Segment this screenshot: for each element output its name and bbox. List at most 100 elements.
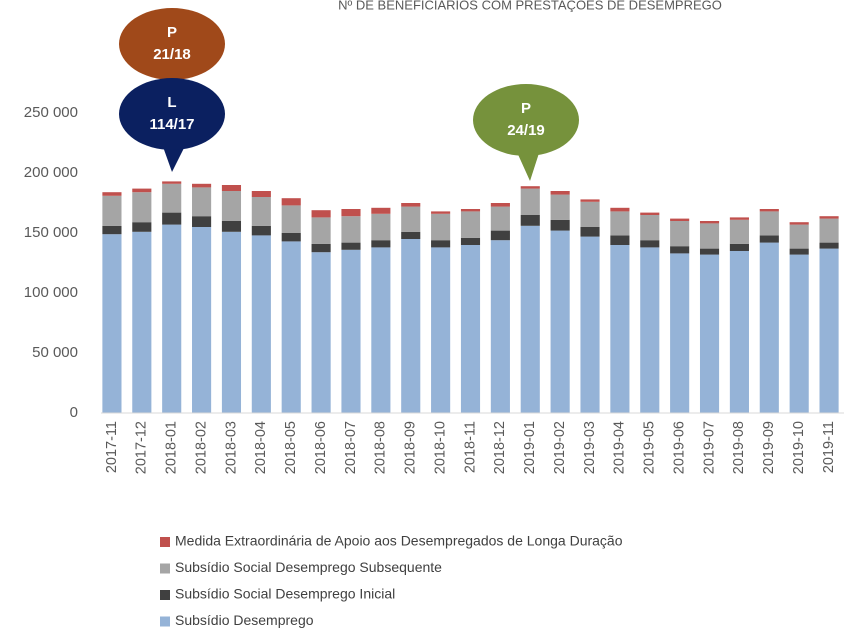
bar-segment: [729, 217, 749, 220]
bar-segment: [162, 224, 182, 413]
bar-segment: [311, 252, 331, 413]
bar-segment: [341, 242, 361, 250]
bar-segment: [729, 219, 749, 244]
bar-segment: [640, 247, 660, 413]
bar-segment: [670, 246, 690, 254]
legend-label: Subsídio Social Desemprego Inicial: [175, 586, 395, 602]
y-tick-label: 150 000: [24, 224, 78, 241]
bar-segment: [132, 188, 152, 193]
bar-segment: [640, 212, 660, 215]
x-tick-label: 2019-10: [791, 421, 807, 474]
bar-segment: [192, 187, 212, 217]
bar-segment: [789, 222, 809, 225]
bar-segment: [520, 225, 540, 413]
bar-segment: [102, 195, 122, 226]
bar-segment: [460, 211, 481, 238]
bar-segment: [789, 248, 809, 255]
bar-segment: [580, 227, 600, 237]
bar-segment: [550, 194, 570, 220]
bar-segment: [520, 186, 540, 189]
bar-segment: [281, 198, 301, 206]
bar-segment: [490, 240, 510, 413]
bar-segment: [759, 209, 779, 212]
bar-segment: [699, 221, 720, 224]
bar-segment: [819, 218, 839, 243]
x-tick-label: 2017-12: [134, 421, 150, 474]
bar-segment: [490, 230, 510, 241]
bar-segment: [490, 206, 510, 231]
bar-segment: [401, 206, 421, 232]
bar-segment: [729, 251, 749, 413]
bar-segment: [729, 243, 749, 251]
bar-segment: [640, 240, 660, 248]
x-tick-label: 2018-01: [164, 421, 180, 474]
callout-text: 24/19: [507, 122, 545, 139]
bar-segment: [281, 205, 301, 233]
bar-segment: [431, 240, 451, 248]
bar-segment: [102, 192, 122, 196]
bar-segment: [162, 183, 182, 213]
bar-segment: [490, 203, 510, 207]
y-tick-label: 250 000: [24, 104, 78, 121]
bar-segment: [580, 236, 600, 413]
callout-text: 114/17: [149, 116, 194, 133]
bar-segment: [431, 211, 451, 214]
bar-segment: [192, 227, 212, 413]
x-tick-label: 2018-05: [283, 421, 299, 474]
bar-segment: [819, 248, 839, 413]
x-tick-label: 2019-03: [582, 421, 598, 474]
bar-segment: [550, 219, 570, 231]
bar-segment: [251, 191, 271, 197]
x-tick-label: 2019-07: [701, 421, 717, 474]
legend-swatch: [160, 616, 170, 627]
bar-segment: [311, 243, 331, 253]
callout-tail: [162, 144, 186, 172]
bar-segment: [401, 239, 421, 413]
y-tick-label: 50 000: [32, 344, 78, 361]
bar-segment: [580, 201, 600, 227]
bar-segment: [192, 183, 212, 188]
bar-segment: [192, 216, 212, 227]
x-tick-label: 2018-04: [253, 421, 269, 474]
bar-segment: [460, 237, 481, 245]
bar-segment: [221, 231, 242, 413]
bar-segment: [341, 249, 361, 413]
bar-segment: [759, 242, 779, 413]
bar-segment: [132, 222, 152, 232]
x-tick-label: 2019-11: [821, 421, 837, 473]
bar-segment: [520, 215, 540, 226]
x-tick-label: 2018-03: [223, 421, 239, 474]
bar-segment: [520, 188, 540, 215]
bar-segment: [311, 210, 331, 218]
bar-segment: [251, 235, 271, 413]
x-tick-label: 2018-11: [462, 421, 478, 473]
bar-segment: [610, 211, 630, 236]
bar-segment: [460, 245, 481, 413]
bar-segment: [102, 234, 122, 413]
bar-segment: [281, 241, 301, 413]
x-tick-label: 2018-06: [313, 421, 329, 474]
bar-segment: [251, 225, 271, 236]
bar-segment: [132, 192, 152, 223]
bar-segment: [371, 207, 391, 214]
chart-title: Nº DE BENEFICIÁRIOS COM PRESTAÇÕES DE DE…: [338, 0, 722, 12]
callout-bubble: [119, 78, 225, 150]
bar-segment: [341, 216, 361, 243]
x-tick-label: 2018-09: [403, 421, 419, 474]
bar-segment: [221, 185, 242, 191]
bar-segment: [610, 245, 630, 413]
bar-segment: [162, 212, 182, 225]
bar-segment: [699, 223, 720, 249]
bar-segment: [789, 254, 809, 413]
y-tick-label: 0: [70, 404, 78, 421]
bar-segment: [102, 225, 122, 235]
bar-segment: [670, 221, 690, 247]
legend-label: Subsídio Social Desemprego Subsequente: [175, 559, 442, 575]
bar-segment: [670, 218, 690, 221]
bar-segment: [221, 221, 242, 232]
x-tick-label: 2019-09: [761, 421, 777, 474]
x-tick-label: 2018-10: [432, 421, 448, 474]
y-tick-label: 100 000: [24, 284, 78, 301]
bar-segment: [789, 224, 809, 249]
callout-bubble: [119, 8, 225, 80]
